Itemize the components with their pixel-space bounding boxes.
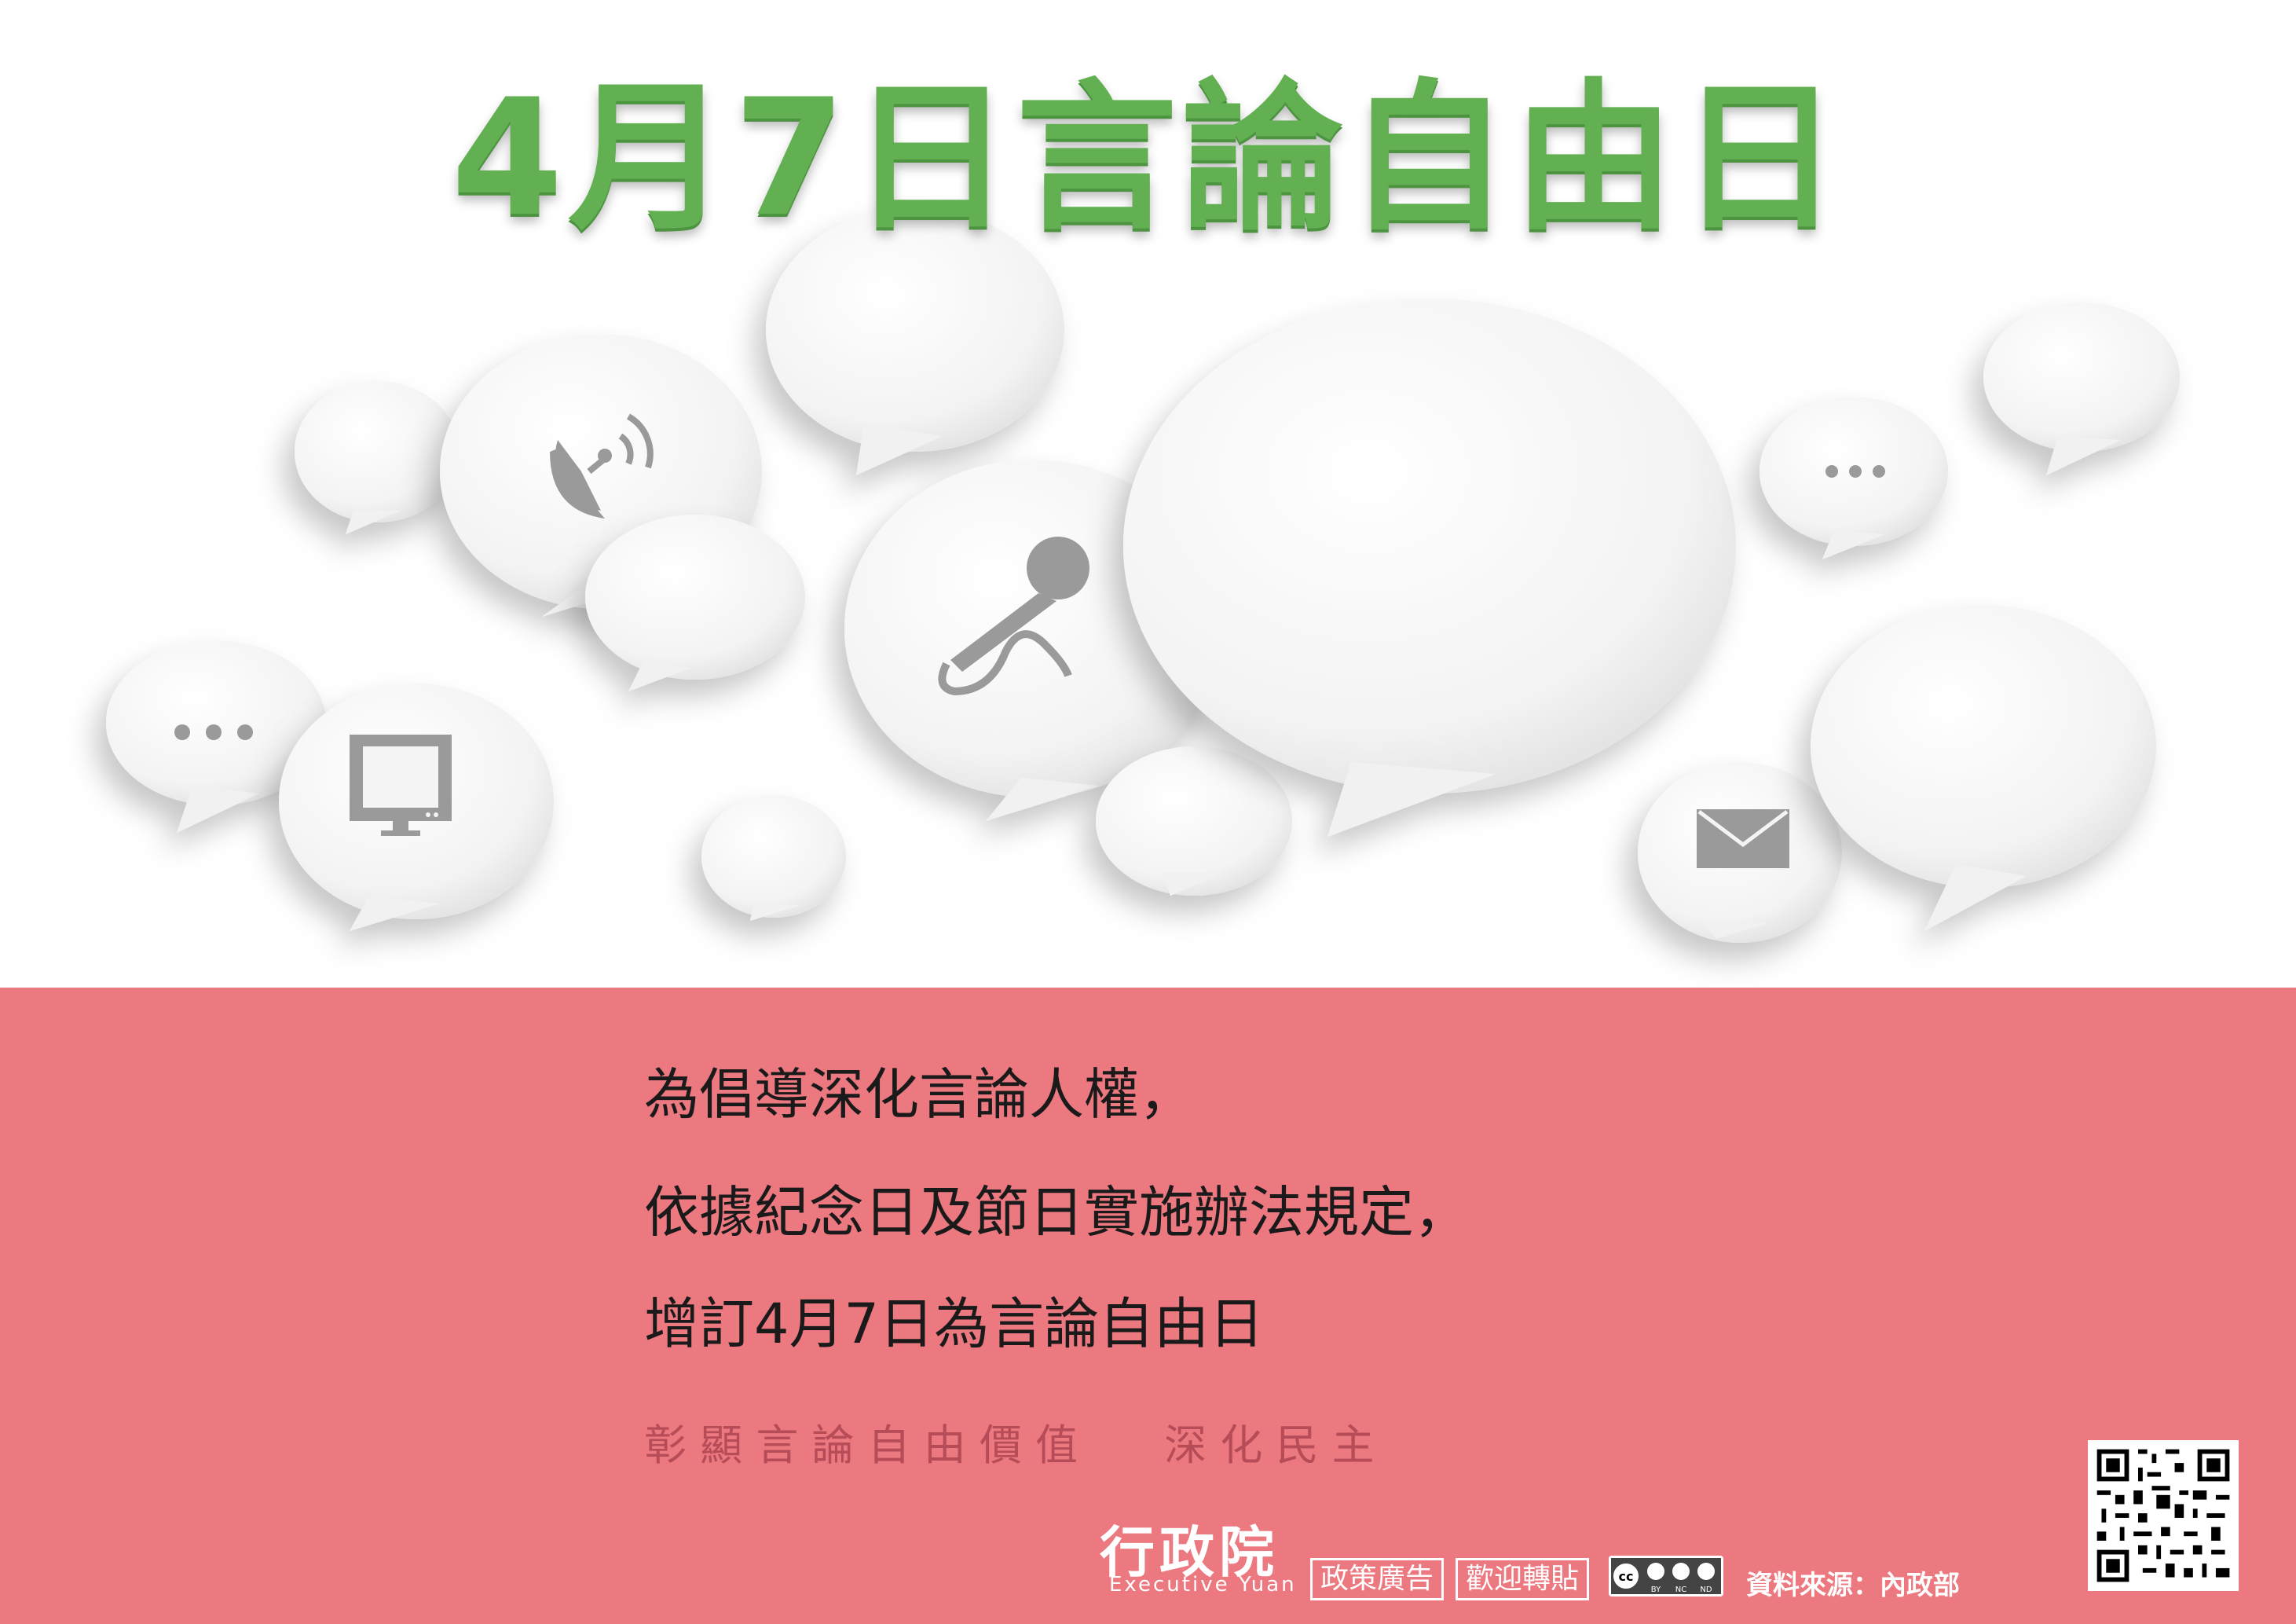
executive-yuan-logo-en: Executive Yuan (1109, 1573, 1297, 1597)
speech-bubbles-illustration (106, 208, 2180, 943)
policy-ad-tag: 政策廣告 (1310, 1558, 1445, 1600)
page-title: 4月7日言論自由日 (451, 65, 1845, 252)
message-line-3: 增訂4月7日為言論自由日 (644, 1292, 1265, 1356)
motto-part-2: 深 化 民 主 (1164, 1421, 1375, 1470)
monitor-icon (350, 735, 452, 836)
svg-text:cc: cc (1619, 1569, 1634, 1584)
microphone-icon (938, 537, 1089, 696)
hero-section: 4月7日言論自由日 (106, 65, 2180, 943)
satellite-dish-icon (550, 413, 654, 519)
speech-bubble (1096, 746, 1292, 896)
ellipsis-icon (1825, 465, 1885, 478)
welcome-repost-tag: 歡迎轉貼 (1456, 1558, 1590, 1600)
speech-bubble-large (1123, 299, 1736, 837)
message-line-1: 為倡導深化言論人權， (644, 1062, 1194, 1127)
motto: 彰 顯 言 論 自 由 價 值深 化 民 主 (644, 1410, 1375, 1472)
speech-bubble (585, 515, 805, 691)
speech-bubble (1811, 605, 2156, 931)
ellipsis-icon (174, 724, 253, 740)
speech-bubble (1760, 397, 1948, 559)
message-line-2: 依據紀念日及節日實施辦法規定， (644, 1180, 1469, 1245)
cc-label-by: BY (1651, 1586, 1661, 1594)
message-band (0, 988, 2296, 1624)
envelope-icon (1697, 809, 1789, 868)
speech-bubble (701, 795, 846, 921)
motto-part-1: 彰 顯 言 論 自 由 價 值 (644, 1421, 1078, 1470)
cc-label-nc: NC (1675, 1586, 1686, 1594)
speech-bubble (295, 381, 460, 534)
qr-code[interactable] (2088, 1440, 2239, 1591)
cc-by-nc-nd-icon: cc BY NC ND (1609, 1556, 1723, 1597)
speech-bubble (766, 208, 1064, 475)
speech-bubble (1983, 302, 2180, 475)
executive-yuan-logo: 行政院 (1100, 1520, 1279, 1585)
source-note: 資料來源：內政部 (1746, 1570, 1960, 1601)
speech-bubble (106, 640, 326, 833)
cc-label-nd: ND (1700, 1586, 1712, 1594)
